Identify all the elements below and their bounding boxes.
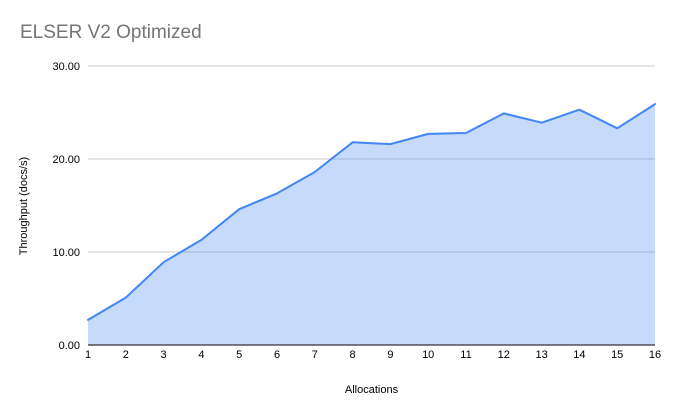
y-tick-label: 30.00 — [52, 61, 80, 73]
x-tick-label: 3 — [161, 349, 167, 361]
x-tick-label: 16 — [649, 349, 661, 361]
y-tick-label: 20.00 — [52, 154, 80, 166]
x-tick-label: 11 — [460, 349, 471, 361]
y-tick-label: 10.00 — [52, 247, 80, 259]
x-tick-label: 5 — [236, 349, 242, 361]
x-tick-label: 13 — [535, 349, 547, 361]
y-tick-label: 0.00 — [59, 340, 80, 352]
series-area-fill — [88, 104, 655, 345]
x-tick-label: 6 — [274, 349, 280, 361]
x-tick-label: 9 — [387, 349, 393, 361]
chart-title: ELSER V2 Optimized — [20, 22, 202, 43]
x-tick-label: 10 — [422, 349, 434, 361]
x-tick-label: 2 — [123, 349, 129, 361]
x-tick-label: 8 — [350, 349, 356, 361]
x-tick-label: 15 — [611, 349, 623, 361]
x-tick-label: 7 — [312, 349, 318, 361]
series-line — [87, 103, 656, 321]
x-tick-label: 14 — [573, 349, 585, 361]
x-tick-label: 4 — [198, 349, 204, 361]
x-tick-label: 1 — [85, 349, 91, 361]
x-tick-label: 12 — [498, 349, 510, 361]
x-axis-title: Allocations — [344, 384, 399, 396]
y-axis-title: Throughput (docs/s) — [18, 156, 30, 256]
